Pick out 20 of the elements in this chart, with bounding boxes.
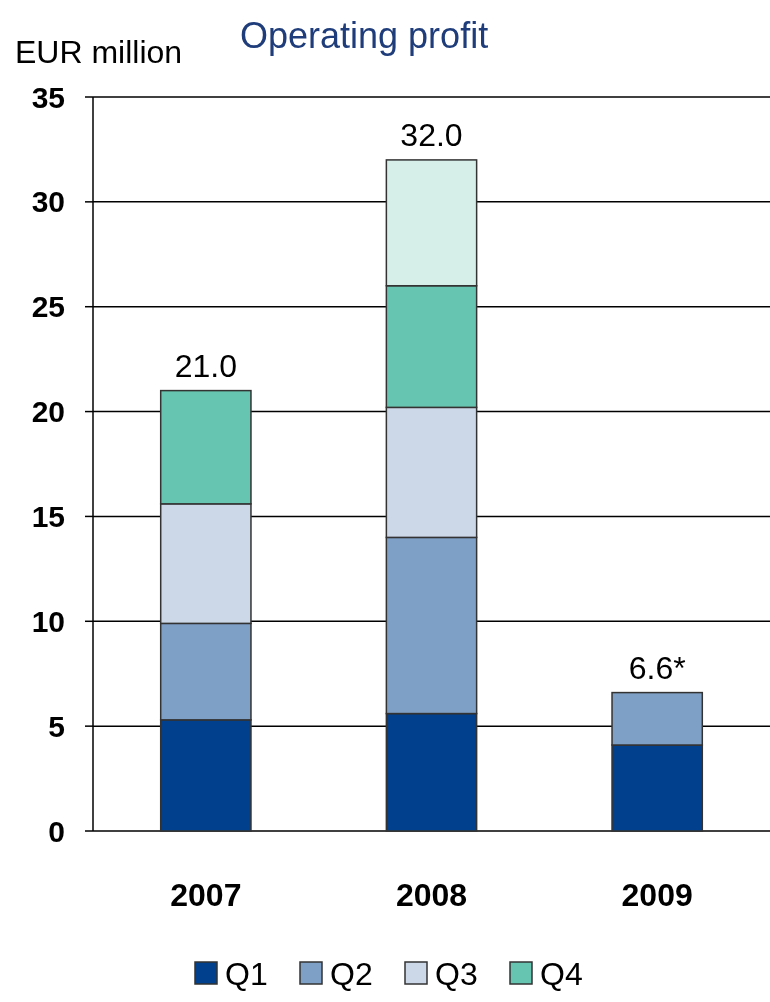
y-tick-label: 5 <box>48 709 65 743</box>
legend-label: Q1 <box>225 956 268 993</box>
y-tick-label: 35 <box>31 80 65 114</box>
y-tick-label: 10 <box>31 604 65 638</box>
legend-label: Q2 <box>330 956 373 993</box>
x-tick-label: 2008 <box>395 877 468 913</box>
y-axis-title: EUR million <box>15 34 183 70</box>
x-tick-label: 2009 <box>621 877 693 913</box>
chart-title: Operating profit <box>240 15 489 56</box>
y-tick-label: 20 <box>31 395 65 429</box>
y-tick-label: 25 <box>31 290 65 324</box>
legend-label: Q3 <box>435 956 478 993</box>
total-label: 21.0 <box>174 347 237 384</box>
total-label: 6.6* <box>628 649 686 686</box>
y-tick-label: 0 <box>48 814 65 848</box>
legend-label: Q4 <box>540 956 583 993</box>
x-tick-label: 2007 <box>170 877 242 913</box>
y-tick-label: 30 <box>31 185 65 219</box>
total-label: 32.0 <box>400 116 463 153</box>
y-tick-label: 15 <box>31 499 65 533</box>
